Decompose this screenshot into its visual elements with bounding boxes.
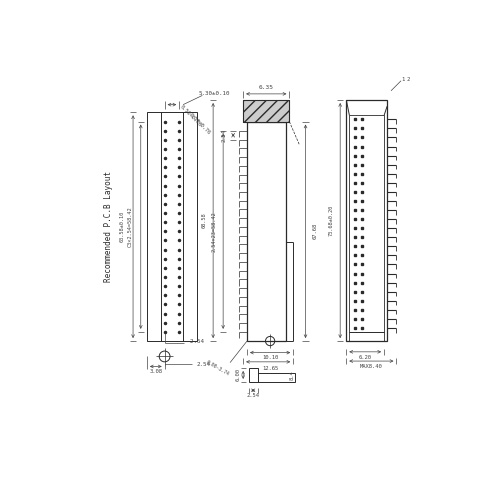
Text: 68.58: 68.58	[202, 212, 206, 228]
Bar	[350, 116, 384, 332]
Bar	[248, 368, 258, 382]
Text: 2.54×23=58.42: 2.54×23=58.42	[212, 211, 216, 252]
Text: 2.54: 2.54	[246, 393, 260, 398]
Bar	[243, 100, 290, 122]
Text: 6.00: 6.00	[236, 368, 240, 382]
Text: 8.4: 8.4	[290, 370, 295, 380]
Text: 67.68: 67.68	[312, 223, 318, 240]
Text: C3×2.54=58.42: C3×2.54=58.42	[128, 206, 132, 247]
Text: 3.08: 3.08	[150, 370, 162, 374]
Text: 2: 2	[406, 76, 410, 82]
Text: Recommended P.C.B Layout: Recommended P.C.B Layout	[104, 171, 113, 282]
Text: 6.35: 6.35	[259, 85, 274, 90]
Bar	[247, 122, 286, 341]
Text: 0.50-0.70: 0.50-0.70	[179, 104, 203, 128]
Text: 63.58±0.10: 63.58±0.10	[120, 211, 125, 242]
Bar	[243, 100, 290, 122]
Text: 5.30±0.10: 5.30±0.10	[198, 90, 230, 96]
Text: 2.54: 2.54	[190, 338, 208, 344]
Text: 12.65: 12.65	[262, 366, 278, 370]
Bar	[346, 100, 387, 341]
Text: 10.10: 10.10	[262, 356, 278, 360]
Text: 1: 1	[401, 76, 404, 82]
Bar	[350, 332, 384, 341]
Text: 0.56-0.76: 0.56-0.76	[188, 112, 212, 136]
Bar	[258, 372, 294, 382]
Text: 73.68±0.20: 73.68±0.20	[328, 205, 334, 236]
Text: 0.00-3.74: 0.00-3.74	[206, 360, 230, 376]
Text: 2.54: 2.54	[197, 362, 211, 366]
Text: MAX8.40: MAX8.40	[360, 364, 382, 369]
Text: 2.54: 2.54	[222, 129, 226, 142]
Bar	[147, 112, 197, 341]
Text: 6.20: 6.20	[358, 354, 372, 360]
